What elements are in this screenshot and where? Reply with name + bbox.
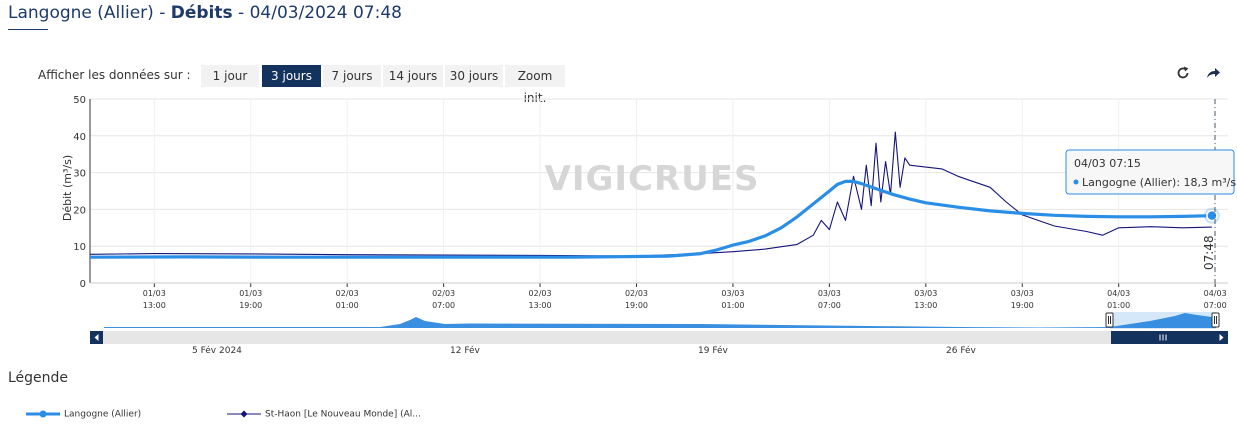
scroll-right-arrow-icon: [1219, 334, 1224, 341]
navigator-scrollbar[interactable]: [90, 331, 1228, 344]
legend-line-marker-icon: [26, 410, 60, 418]
navigator-track: [90, 312, 1228, 329]
legend-item-langogne[interactable]: Langogne (Allier): [26, 409, 141, 420]
zoom-reset-button[interactable]: Zoom init.: [505, 65, 565, 105]
x-tick-label: 02/03: [625, 289, 648, 298]
navigator-label-feb-19: 19 Fév: [698, 345, 729, 356]
x-tick-label: 02/03: [529, 289, 552, 298]
x-tick-label: 01/03: [239, 289, 262, 298]
navigator-selection[interactable]: [1110, 312, 1216, 329]
range-selector-label: Afficher les données sur :: [38, 68, 191, 82]
navigator[interactable]: 5 Fév 2024 12 Fév 19 Fév 26 Fév: [90, 312, 1228, 356]
section-name: Débits: [170, 3, 233, 23]
x-tick-label: 02/03: [336, 289, 359, 298]
tooltip-marker-icon: [1073, 179, 1079, 185]
title-datetime: - 04/03/2024 07:48: [232, 3, 402, 23]
x-tick-label: 07:00: [818, 301, 841, 310]
x-tick-label: 03/03: [914, 289, 937, 298]
x-tick-label: 19:00: [1011, 301, 1034, 310]
tooltip-value: 18,3 m³/s: [1184, 176, 1237, 189]
current-time-label: 07:48: [1202, 235, 1216, 270]
x-tick-label: 02/03: [432, 289, 455, 298]
x-tick-label: 01:00: [336, 301, 359, 310]
chart-watermark: VIGICRUES: [545, 159, 760, 199]
y-axis: 0 10 20 30 40 50: [73, 95, 91, 290]
range-button-30-days[interactable]: 30 jours: [445, 65, 503, 87]
y-tick-label: 20: [73, 205, 86, 216]
page-title: Langogne (Allier) - Débits - 04/03/2024 …: [8, 3, 402, 23]
navigator-left-handle[interactable]: [1105, 312, 1114, 328]
x-tick-label: 13:00: [529, 301, 552, 310]
share-arrow-icon[interactable]: [1205, 65, 1221, 81]
navigator-label-feb-5: 5 Fév 2024: [192, 345, 242, 356]
x-tick-label: 13:00: [143, 301, 166, 310]
hover-point[interactable]: [1206, 209, 1218, 222]
x-axis: 01/03 13:00 01/03 19:00 02/03 01:00 02/03 07:00…: [90, 282, 1228, 310]
x-tick-label: 03/03: [818, 289, 841, 298]
series-line-langogne: [89, 179, 1212, 259]
y-tick-label: 30: [73, 169, 86, 180]
x-tick-label: 07:00: [432, 301, 455, 310]
x-tick-label: 13:00: [914, 301, 937, 310]
y-tick-label: 40: [73, 132, 86, 143]
navigator-label-feb-26: 26 Fév: [946, 345, 977, 356]
x-tick-label: 19:00: [625, 301, 648, 310]
svg-text:Langogne (Allier): 18,3 m³/s: Langogne (Allier): 18,3 m³/s: [1082, 176, 1236, 189]
chart-series: [89, 131, 1220, 259]
y-tick-label: 50: [73, 95, 86, 106]
flow-chart: VIGICRUES 0 10 20 30 40 50 Débit (m³/s) 01/03…: [61, 95, 1236, 356]
x-tick-label: 19:00: [239, 301, 262, 310]
range-button-1-day[interactable]: 1 jour: [201, 65, 259, 87]
x-tick-label: 01:00: [1107, 301, 1130, 310]
tooltip: 04/03 07:15 Langogne (Allier): 18,3 m³/s: [1065, 149, 1236, 195]
navigator-area: [104, 313, 1216, 328]
range-button-3-days[interactable]: 3 jours: [262, 65, 321, 87]
y-tick-label: 0: [80, 279, 86, 290]
range-button-14-days[interactable]: 14 jours: [383, 65, 443, 87]
title-separator: -: [153, 3, 171, 23]
x-tick-label: 07:00: [1204, 301, 1227, 310]
y-axis-title: Débit (m³/s): [61, 155, 74, 221]
y-tick-label: 10: [73, 242, 86, 253]
tooltip-series-name: Langogne (Allier): [1082, 176, 1176, 189]
x-tick-label: 04/03: [1107, 289, 1130, 298]
range-button-7-days[interactable]: 7 jours: [323, 65, 381, 87]
x-tick-label: 03/03: [721, 289, 744, 298]
x-tick-label: 01/03: [143, 289, 166, 298]
legend-title: Légende: [8, 370, 69, 386]
legend-label-st-haon: St-Haon [Le Nouveau Monde] (Al...: [265, 409, 421, 420]
navigator-label-feb-12: 12 Fév: [450, 345, 481, 356]
legend-diamond-marker-icon: [227, 410, 261, 418]
navigator-right-handle[interactable]: [1211, 312, 1220, 328]
tooltip-time: 04/03 07:15: [1074, 157, 1141, 170]
x-tick-label: 03/03: [1011, 289, 1034, 298]
station-name: Langogne (Allier): [8, 3, 154, 23]
x-tick-label: 01:00: [721, 301, 744, 310]
refresh-icon[interactable]: [1175, 65, 1191, 81]
x-tick-label: 04/03: [1204, 289, 1227, 298]
legend-label-langogne: Langogne (Allier): [64, 409, 142, 420]
legend-item-st-haon[interactable]: St-Haon [Le Nouveau Monde] (Al...: [227, 409, 421, 420]
title-underline: [8, 29, 48, 30]
scroll-left-arrow-icon: [94, 334, 99, 341]
